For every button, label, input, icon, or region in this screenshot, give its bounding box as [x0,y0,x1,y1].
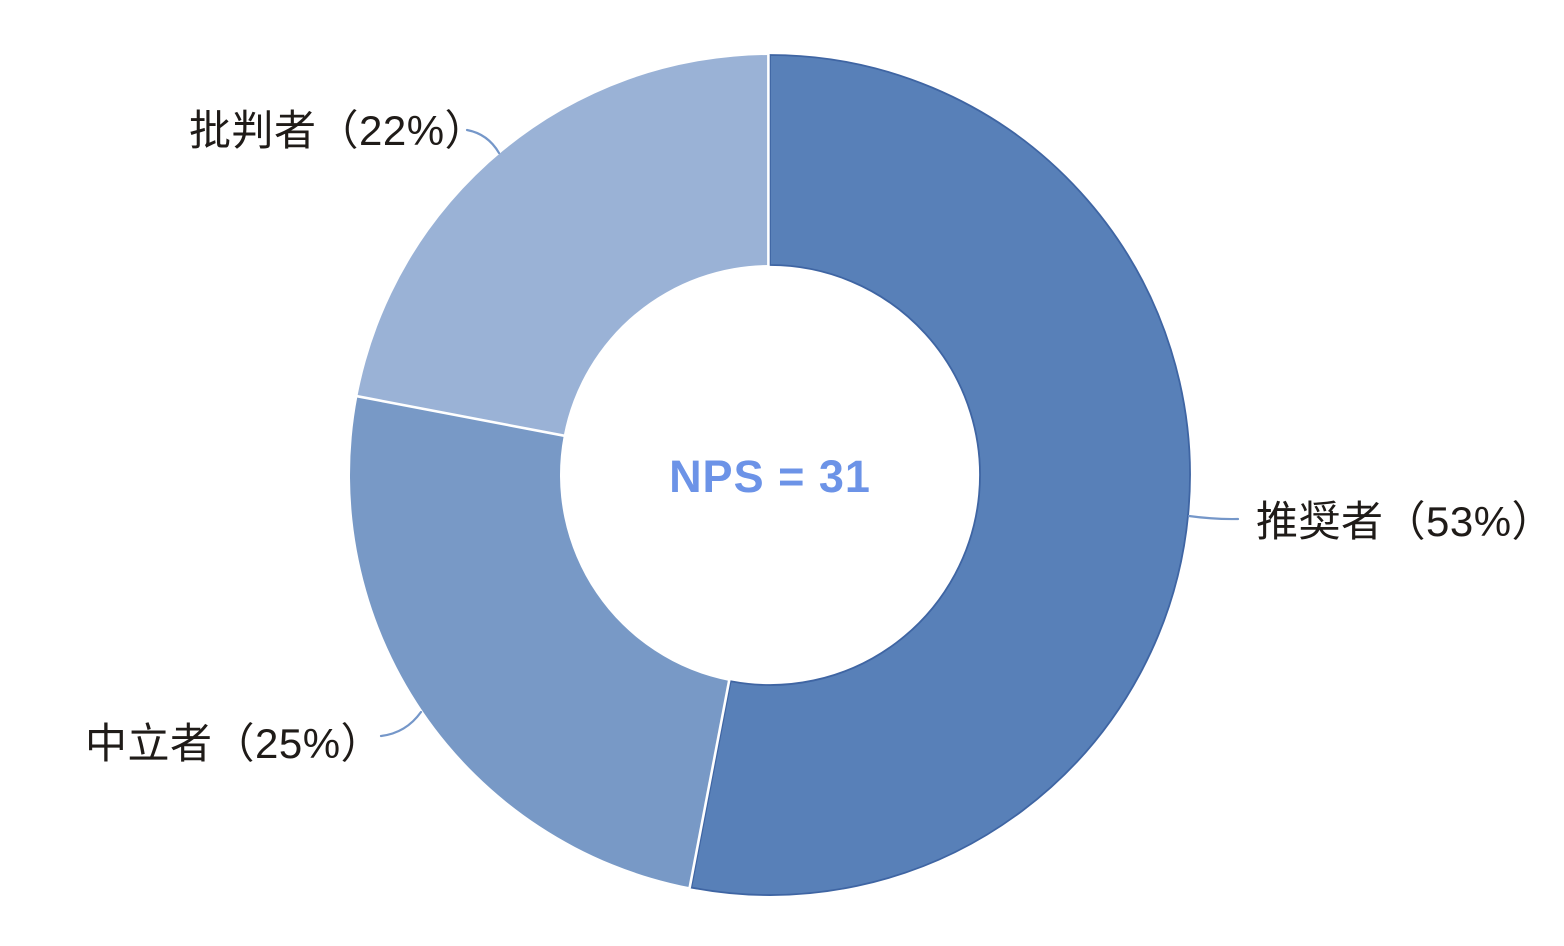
segment-separator [356,394,565,438]
leader-line-promoters [1187,514,1240,521]
label-promoters: 推奨者（53%） [1256,498,1555,545]
donut-segment-推奨者 [690,54,1191,896]
leader-line-passives [379,710,423,738]
segment-separator [688,679,731,888]
label-passives: 中立者（25%） [85,720,384,767]
leader-line-detractors [465,128,501,155]
donut-segment-批判者 [357,55,770,436]
label-detractors: 批判者（22%） [189,107,488,154]
donut-segment-中立者 [349,396,731,888]
nps-center-label: NPS = 31 [669,451,871,502]
